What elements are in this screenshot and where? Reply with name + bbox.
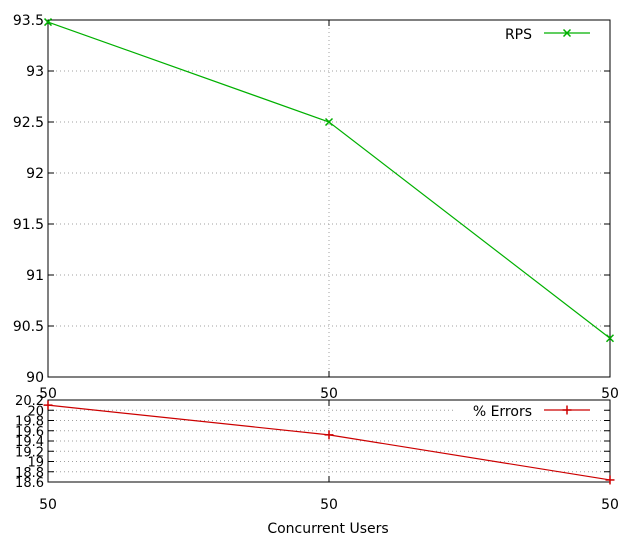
y-tick-label: 90.5 [13, 319, 44, 335]
plot-frame [47, 19, 611, 378]
y-tick-label: 92 [26, 166, 44, 182]
y-tick-label: 20 [27, 404, 44, 419]
x-tick-label: 50 [39, 386, 57, 402]
y-tick-label: 18.8 [15, 466, 44, 481]
legend-box [456, 402, 606, 420]
y-tick-label: 19.2 [15, 445, 44, 460]
y-tick-label: 20.2 [15, 394, 44, 409]
x-tick-label: 50 [320, 386, 338, 402]
rps-panel: 90 90.5 91 91.5 92 92.5 93 93.5 50 50 50 RPS [13, 13, 619, 402]
y-tick-label: 19 [27, 456, 44, 471]
x-tick-label: 50 [601, 497, 619, 513]
legend-marker [562, 28, 572, 38]
legend-label: RPS [505, 27, 532, 43]
y-tick-label: 19.8 [15, 415, 44, 430]
y-tick-label: 18.6 [15, 476, 44, 491]
y-tick-label: 19.4 [15, 435, 44, 450]
legend-box [440, 23, 606, 45]
data-point [605, 334, 615, 343]
y-tick-label: 90 [26, 370, 44, 386]
data-point [605, 475, 615, 485]
y-tick-label: 19.6 [15, 425, 44, 440]
data-point [43, 400, 53, 410]
y-tick-label: 93.5 [13, 13, 44, 29]
x-axis-title: Concurrent Users [267, 521, 388, 537]
data-point [43, 18, 53, 27]
x-tick-label: 50 [320, 497, 338, 513]
legend-label: % Errors [473, 404, 532, 420]
data-point [324, 430, 334, 440]
y-tick-label: 91.5 [13, 217, 44, 233]
x-tick-label: 50 [601, 386, 619, 402]
y-tick-label: 93 [26, 64, 44, 80]
data-point [324, 117, 334, 127]
y-tick-label: 91 [26, 268, 44, 284]
x-tick-label: 50 [39, 497, 57, 513]
y-tick-label: 92.5 [13, 115, 44, 131]
